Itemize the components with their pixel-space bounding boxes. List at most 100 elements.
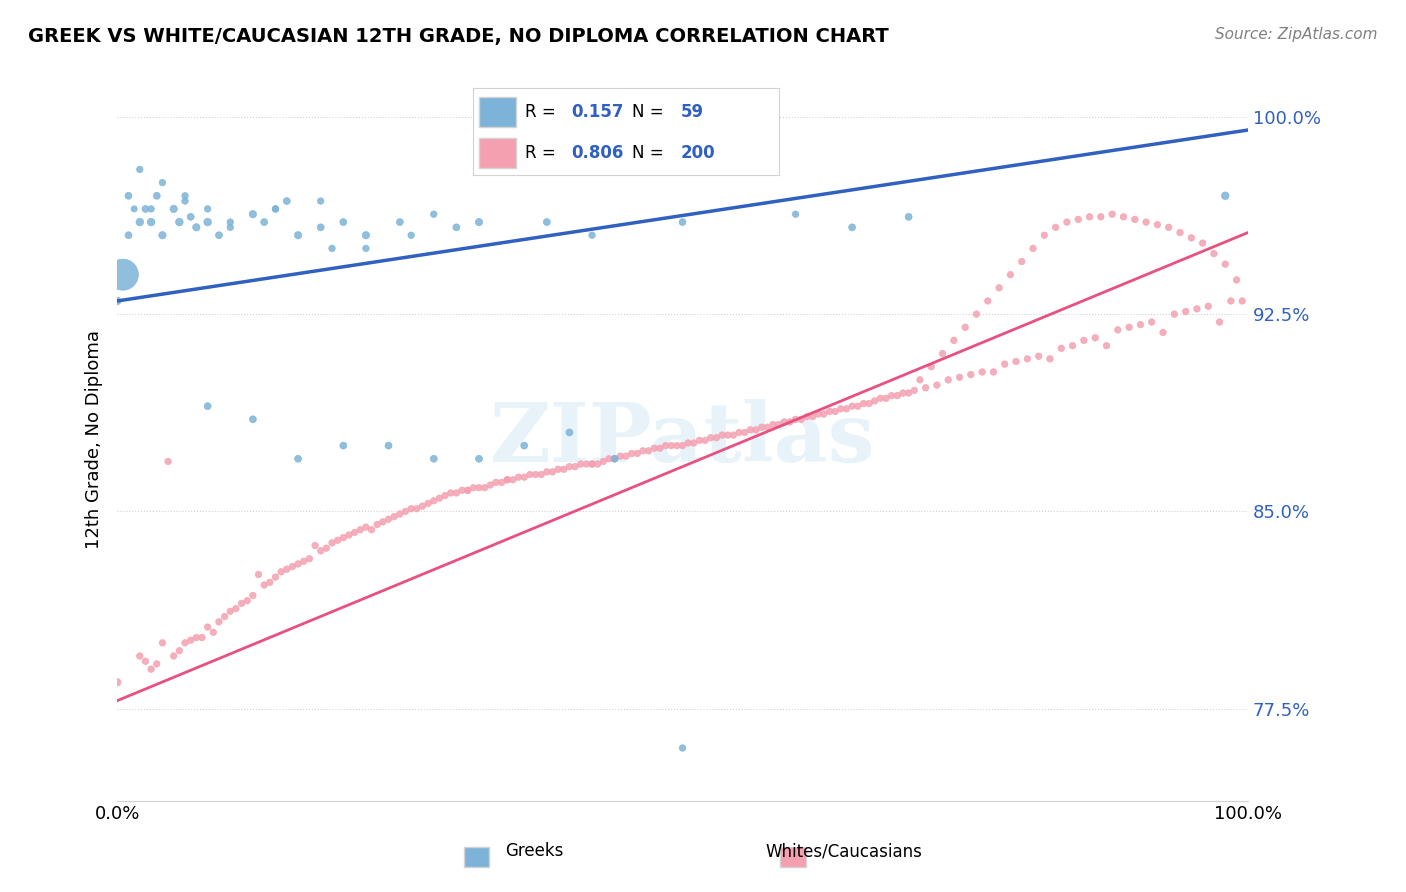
Point	[152, 176, 174, 190]
Point	[264, 570, 287, 584]
Point	[309, 220, 332, 235]
Point	[841, 220, 863, 235]
Point	[908, 373, 931, 387]
Point	[354, 520, 377, 534]
Point	[654, 439, 676, 453]
Point	[1033, 228, 1056, 243]
Point	[197, 215, 219, 229]
Point	[202, 625, 225, 640]
Point	[128, 215, 150, 229]
Point	[886, 389, 908, 403]
Point	[700, 431, 723, 445]
Point	[496, 473, 519, 487]
Point	[564, 459, 586, 474]
Point	[1056, 215, 1078, 229]
Point	[773, 415, 796, 429]
Point	[972, 365, 994, 379]
Point	[779, 415, 801, 429]
Point	[1073, 334, 1095, 348]
Point	[145, 657, 167, 671]
Point	[1208, 315, 1230, 329]
Point	[468, 481, 491, 495]
Point	[440, 486, 463, 500]
Point	[751, 420, 773, 434]
Point	[197, 399, 219, 413]
Point	[253, 215, 276, 229]
Point	[524, 467, 547, 482]
Point	[309, 543, 332, 558]
Point	[242, 589, 264, 603]
Point	[631, 443, 654, 458]
Point	[180, 633, 202, 648]
Point	[242, 412, 264, 426]
Point	[174, 636, 197, 650]
Point	[287, 228, 309, 243]
Point	[186, 220, 208, 235]
Point	[169, 644, 191, 658]
Point	[785, 412, 807, 426]
Point	[446, 220, 468, 235]
Point	[1180, 231, 1202, 245]
Point	[869, 391, 891, 405]
Point	[914, 381, 936, 395]
Point	[1230, 293, 1253, 308]
Point	[315, 541, 337, 556]
Point	[581, 228, 603, 243]
Point	[813, 407, 835, 421]
Text: Whites/Caucasians: Whites/Caucasians	[765, 842, 922, 860]
Point	[429, 491, 451, 506]
Point	[111, 268, 134, 282]
Point	[959, 368, 981, 382]
Point	[1045, 220, 1067, 235]
Point	[983, 365, 1005, 379]
Point	[977, 293, 1000, 308]
Point	[332, 439, 354, 453]
Point	[180, 210, 202, 224]
Point	[321, 536, 343, 550]
Point	[671, 741, 693, 756]
Point	[105, 293, 128, 308]
Point	[1017, 351, 1039, 366]
Point	[236, 593, 259, 607]
Point	[948, 370, 970, 384]
Point	[326, 533, 349, 548]
Point	[1135, 215, 1157, 229]
Point	[264, 202, 287, 216]
Point	[343, 525, 366, 540]
Point	[801, 409, 824, 424]
Point	[1129, 318, 1152, 332]
Point	[287, 451, 309, 466]
Point	[1011, 254, 1033, 268]
Point	[259, 575, 281, 590]
Point	[139, 215, 162, 229]
Point	[122, 202, 145, 216]
Point	[706, 431, 728, 445]
Point	[1174, 304, 1197, 318]
Point	[157, 454, 180, 468]
Point	[614, 449, 637, 463]
Text: ZIPatlas: ZIPatlas	[489, 399, 876, 479]
Point	[541, 465, 564, 479]
Point	[603, 451, 626, 466]
Point	[468, 451, 491, 466]
Point	[519, 467, 541, 482]
Point	[1095, 339, 1118, 353]
Point	[756, 420, 779, 434]
Point	[988, 281, 1011, 295]
Point	[891, 386, 914, 401]
Point	[1191, 236, 1213, 251]
Point	[349, 523, 371, 537]
Point	[485, 475, 508, 490]
Point	[671, 439, 693, 453]
Point	[337, 528, 360, 542]
Point	[1118, 320, 1140, 334]
Point	[558, 425, 581, 440]
Point	[292, 554, 315, 568]
Point	[768, 417, 790, 432]
Point	[309, 194, 332, 208]
Point	[648, 442, 671, 456]
Point	[169, 215, 191, 229]
Point	[1000, 268, 1022, 282]
Point	[423, 207, 446, 221]
Point	[1157, 220, 1180, 235]
